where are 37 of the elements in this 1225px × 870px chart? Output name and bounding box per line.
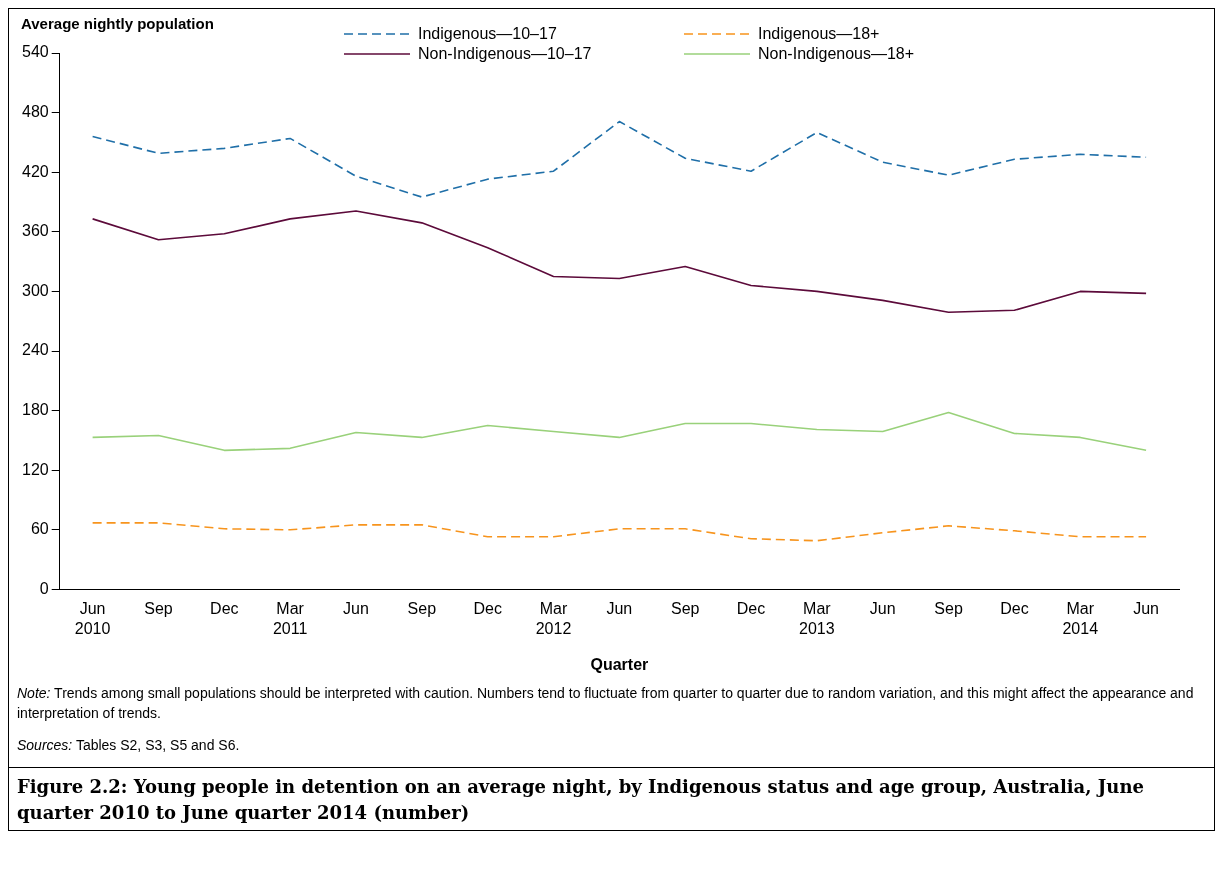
y-tick-label: 0 (39, 579, 49, 597)
text: Figure 2.2: Young people in detention on an average night, by Indigenous status and age group, Australia, June quarter 2010 to June quarter 2014 (number) (9, 767, 1214, 830)
y-tick-label: 180 (21, 401, 49, 419)
y-tick-label: 480 (21, 103, 49, 121)
y-tick-label: 240 (21, 341, 49, 359)
x-tick-label: Jun (869, 600, 896, 618)
x-tick-label: Sep (144, 600, 173, 618)
x-tick-label: Sep (670, 600, 700, 618)
x-tick-label: Dec (736, 600, 766, 618)
legend-label: Non-Indigenous—10–17 (418, 45, 592, 63)
x-tick-label: Jun (343, 600, 369, 618)
x-tick-label: Jun (606, 600, 633, 618)
x-tick-label: Sep (934, 600, 963, 618)
x-tick-label: Dec (1000, 600, 1029, 618)
text: Note: Trends among small populations should be interpreted with caution. Numbers tend to fluctuate from quarter to quarter due to random variation, and this might affect the appearance and interpretation of trends. (17, 684, 1195, 723)
x-tick-label: Sep (407, 600, 437, 618)
x-tick-label: Dec (473, 600, 502, 618)
x-tick-label: Dec (210, 600, 239, 618)
line-series (91, 522, 1147, 542)
x-tick-label: Jun (1133, 600, 1159, 618)
x-tick-label: Jun 2010 (74, 600, 111, 637)
y-tick-label: 120 (21, 460, 49, 478)
y-tick-label: 300 (21, 281, 49, 299)
y-tick-label: 540 (21, 43, 49, 61)
x-tick-label: Mar 2012 (535, 600, 572, 637)
source-note: Sources: Tables S2, S3, S5 and S6. (17, 736, 241, 755)
legend-label: Non-Indigenous—18+ (758, 45, 915, 63)
x-tick-label: Mar 2011 (272, 600, 308, 637)
y-tick-label: 360 (21, 222, 49, 240)
x-axis-title: Quarter (590, 655, 649, 673)
x-tick-label: Mar 2014 (1062, 600, 1099, 637)
legend-label: Indigenous—10–17 (418, 25, 557, 43)
x-tick-label: Mar 2013 (799, 600, 835, 637)
y-tick-label: 420 (21, 162, 49, 180)
legend-label: Indigenous—18+ (758, 25, 880, 43)
y-axis-title: Average nightly population (21, 15, 214, 32)
y-tick-label: 60 (30, 520, 49, 538)
